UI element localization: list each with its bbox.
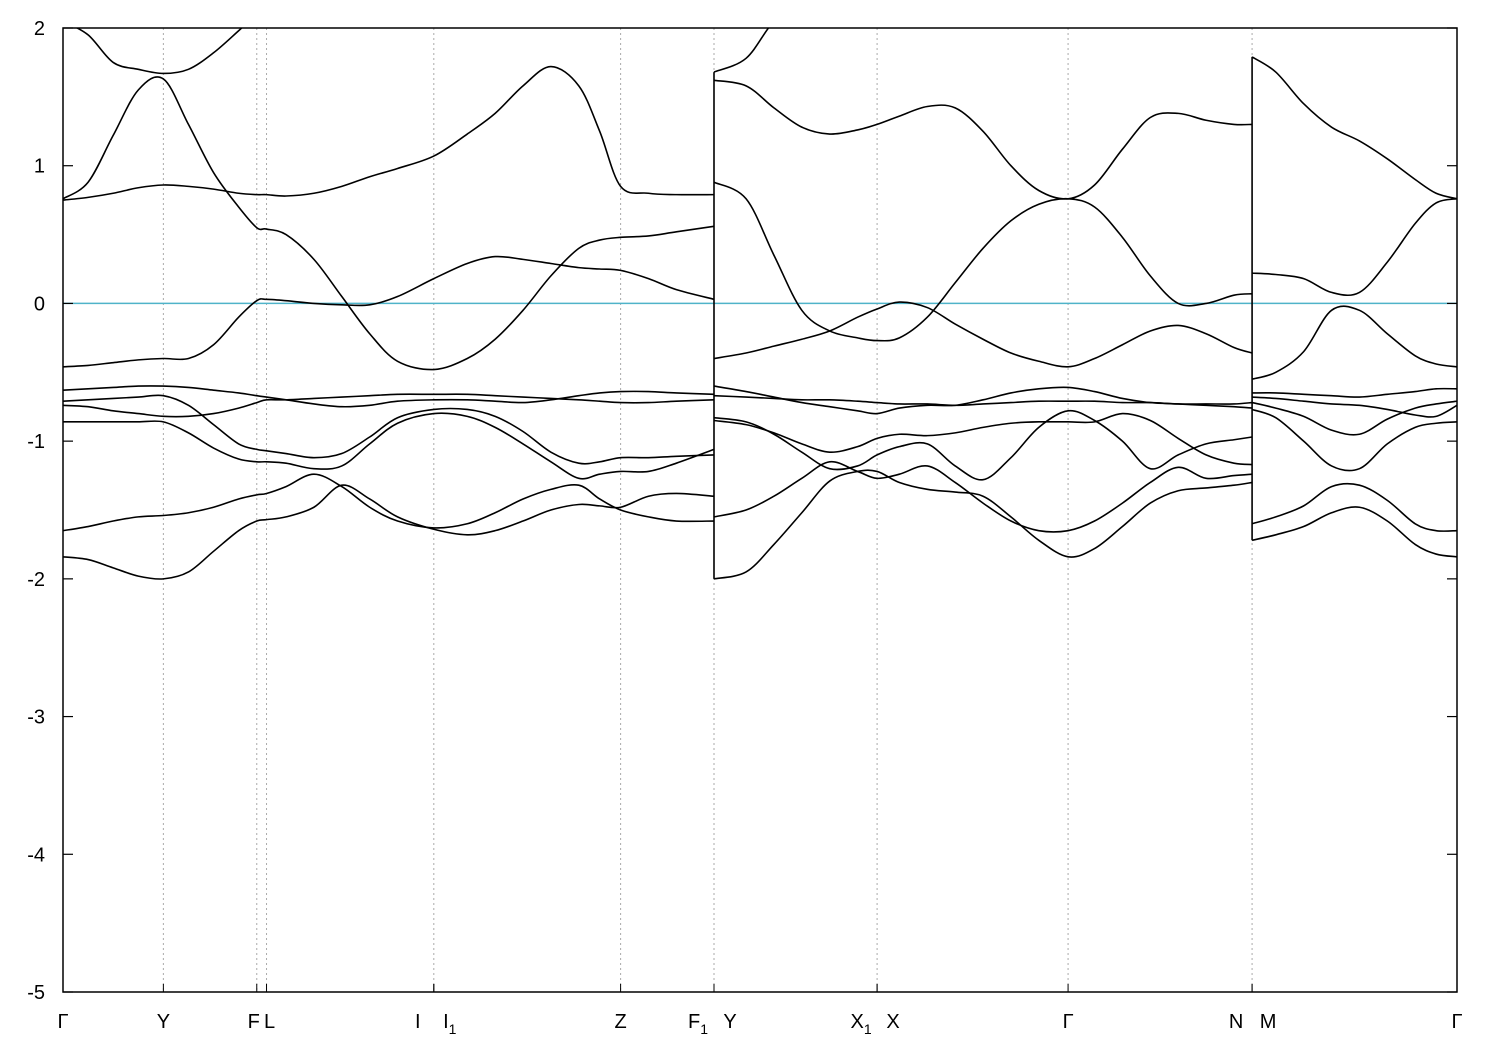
band-line bbox=[63, 484, 715, 580]
x-kpoint-label: Γ bbox=[1063, 1011, 1074, 1033]
y-tick-label: -3 bbox=[27, 707, 45, 729]
y-tick-label: 1 bbox=[34, 156, 45, 178]
x-kpoint-labels: Γ Y F L I I1 Z F1 Y X1 X Γ N M Γ bbox=[57, 1011, 1462, 1037]
band-line bbox=[63, 394, 715, 465]
x-kpoint-label: I1 bbox=[443, 1011, 457, 1037]
segment-breaks bbox=[713, 56, 1253, 579]
x-kpoint-subscript: 1 bbox=[864, 1021, 872, 1037]
band-line bbox=[713, 301, 1253, 368]
y-tick-label: 2 bbox=[34, 18, 45, 40]
x-kpoint-label: L bbox=[264, 1011, 275, 1033]
band-line bbox=[1252, 387, 1457, 398]
y-tick-label: 0 bbox=[34, 293, 45, 315]
x-kpoint-label: N bbox=[1229, 1011, 1243, 1033]
y-tick-labels: 2 1 0 -1 -2 -3 -4 -5 bbox=[27, 18, 45, 1004]
x-kpoint-label: X bbox=[886, 1011, 899, 1033]
x-kpoint-label: X1 bbox=[851, 1011, 872, 1037]
band-line bbox=[1251, 305, 1457, 380]
band-line bbox=[1251, 408, 1457, 472]
band-line bbox=[713, 394, 1253, 407]
axis-ticks bbox=[63, 27, 1457, 993]
bands-layer bbox=[63, 28, 1457, 580]
band-line bbox=[713, 460, 1253, 533]
band-line bbox=[63, 255, 715, 368]
band-line bbox=[1251, 482, 1457, 532]
y-tick-label: -1 bbox=[27, 431, 45, 453]
x-kpoint-label: I bbox=[415, 1011, 421, 1033]
band-line bbox=[713, 181, 1253, 342]
band-line bbox=[713, 469, 1253, 580]
band-line bbox=[63, 473, 715, 532]
x-kpoint-label: F1 bbox=[688, 1011, 708, 1037]
band-line bbox=[1251, 506, 1457, 558]
band-line bbox=[713, 409, 1253, 481]
y-tick-label: -2 bbox=[27, 569, 45, 591]
x-kpoint-label: F bbox=[248, 1011, 260, 1033]
x-kpoint-label: Γ bbox=[57, 1011, 68, 1033]
band-line bbox=[713, 412, 1253, 466]
band-line bbox=[63, 412, 715, 480]
band-line bbox=[63, 76, 715, 371]
y-tick-label: -4 bbox=[27, 844, 45, 866]
band-line bbox=[75, 28, 243, 75]
band-line bbox=[1251, 400, 1457, 436]
y-tick-label: -5 bbox=[27, 982, 45, 1004]
kpoint-grid-lines bbox=[162, 28, 1253, 992]
x-kpoint-label: Γ bbox=[1451, 1011, 1462, 1033]
x-kpoint-label: Y bbox=[157, 1011, 170, 1033]
band-line bbox=[1251, 56, 1457, 200]
band-line bbox=[1252, 197, 1457, 297]
x-kpoint-subscript: 1 bbox=[700, 1021, 708, 1037]
x-kpoint-subscript: 1 bbox=[449, 1021, 457, 1037]
plot-frame bbox=[62, 27, 1458, 993]
band-line bbox=[63, 65, 715, 201]
band-line bbox=[63, 385, 715, 408]
band-line bbox=[713, 28, 770, 73]
x-kpoint-label: Y bbox=[723, 1011, 736, 1033]
x-kpoint-label: Z bbox=[614, 1011, 626, 1033]
x-kpoint-label: M bbox=[1260, 1011, 1277, 1033]
band-line bbox=[1252, 396, 1457, 418]
band-line bbox=[713, 79, 1253, 200]
band-line bbox=[63, 393, 715, 418]
